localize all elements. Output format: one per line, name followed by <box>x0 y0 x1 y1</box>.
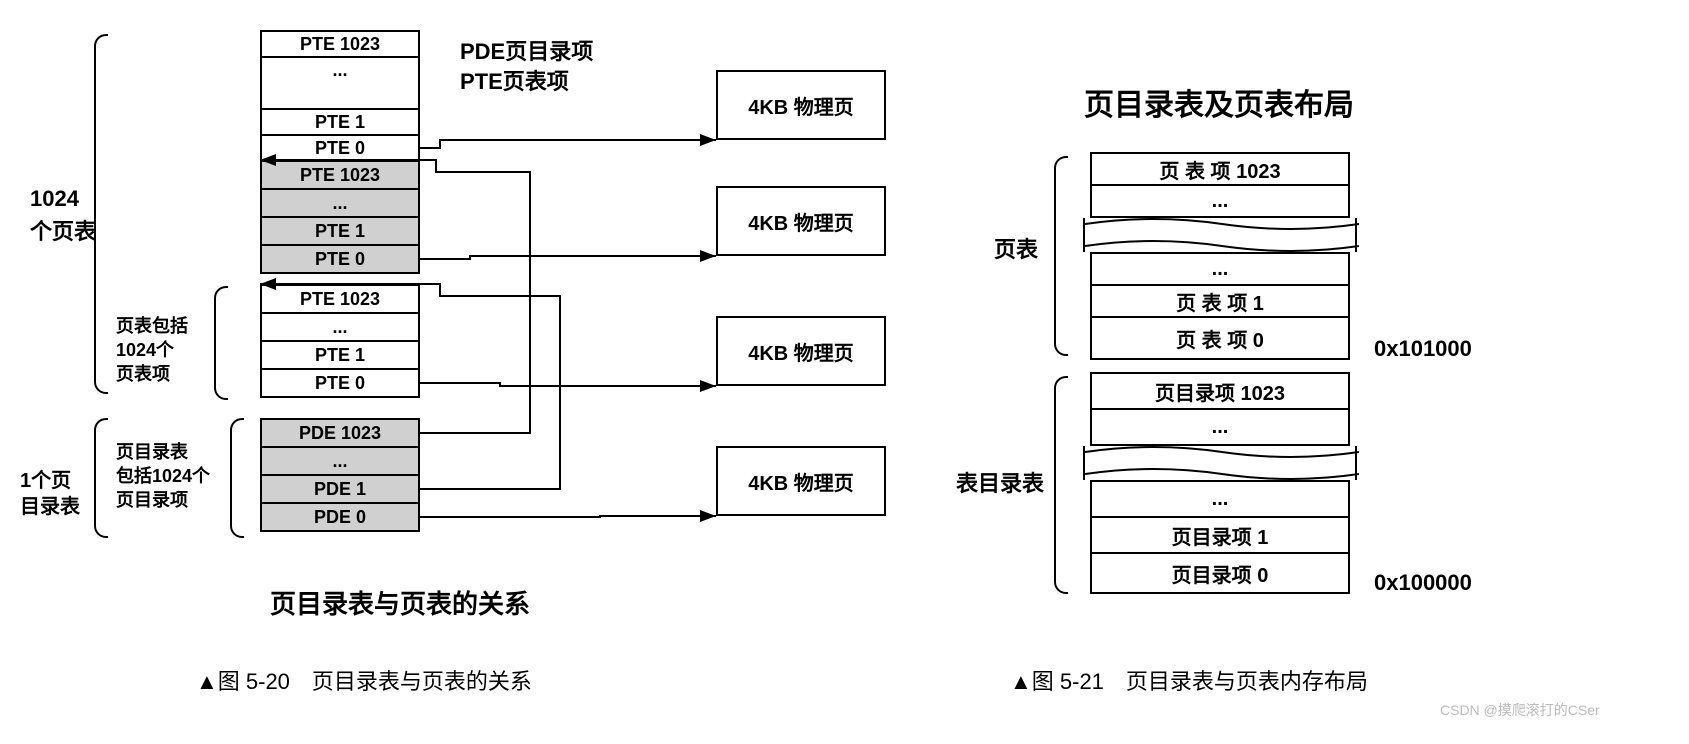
right-caption: ▲图 5-21 页目录表与页表内存布局 <box>1010 664 1368 696</box>
bot-label-l3: 页目录项 <box>116 486 188 512</box>
rbrace-bot-label: 表目录表 <box>956 466 1044 498</box>
pde-1: ... <box>260 446 420 476</box>
pde-row-0: 页目录项 1023 <box>1090 372 1350 410</box>
pte-a-0: PTE 1023 <box>260 30 420 58</box>
pde-3: PDE 0 <box>260 502 420 532</box>
left-title: 页目录表与页表的关系 <box>270 584 530 621</box>
pte-a-3: PTE 0 <box>260 134 420 162</box>
pte-b-1: ... <box>260 188 420 218</box>
mid-label-l2: 1024个 <box>116 336 174 362</box>
pte-c-1: ... <box>260 312 420 342</box>
brace-mid <box>214 286 228 400</box>
pde-2: PDE 1 <box>260 474 420 504</box>
addr-top: 0x101000 <box>1374 336 1472 362</box>
phys-page-3: 4KB 物理页 <box>716 446 886 516</box>
outer-label-1024: 1024 <box>30 186 79 212</box>
phys-page-0: 4KB 物理页 <box>716 70 886 140</box>
pde-row-3: 页目录项 1 <box>1090 516 1350 554</box>
legend-pde: PDE页目录项 <box>460 34 593 66</box>
mid-label-l1: 页表包括 <box>116 312 188 338</box>
phys-page-2: 4KB 物理页 <box>716 316 886 386</box>
brace-outer-top <box>94 34 108 394</box>
pte-c-0: PTE 1023 <box>260 284 420 314</box>
pt-row-0: 页 表 项 1023 <box>1090 152 1350 186</box>
rbrace-top-label: 页表 <box>994 232 1038 264</box>
pte-a-1: ... <box>260 56 420 84</box>
pt-row-4: 页 表 项 0 <box>1090 316 1350 360</box>
pt-row-1: ... <box>1090 184 1350 218</box>
pte-a-2: PTE 1 <box>260 108 420 136</box>
pte-b-2: PTE 1 <box>260 216 420 246</box>
bot-label-l1: 页目录表 <box>116 438 188 464</box>
rbrace-bot <box>1054 376 1068 594</box>
outer-label-pages: 个页表 <box>30 214 96 246</box>
pt-row-3: 页 表 项 1 <box>1090 284 1350 318</box>
brace-outer-bot <box>94 418 108 538</box>
pt-break <box>1083 218 1357 252</box>
phys-page-1: 4KB 物理页 <box>716 186 886 256</box>
pde-row-2: ... <box>1090 480 1350 518</box>
separator-a <box>260 82 420 110</box>
left-caption: ▲图 5-20 页目录表与页表的关系 <box>196 664 532 696</box>
pde-row-1: ... <box>1090 408 1350 446</box>
pte-c-3: PTE 0 <box>260 368 420 398</box>
pt-row-2: ... <box>1090 252 1350 286</box>
pte-b-3: PTE 0 <box>260 244 420 274</box>
legend-pte: PTE页表项 <box>460 64 569 96</box>
pde-0: PDE 1023 <box>260 418 420 448</box>
outer-bot-l2: 目录表 <box>20 490 80 519</box>
outer-bot-l1: 1个页 <box>20 464 71 493</box>
bot-label-l2: 包括1024个 <box>116 462 210 488</box>
pde-break <box>1083 446 1357 480</box>
rbrace-top <box>1054 156 1068 356</box>
watermark-right: CSDN @摸爬滚打的CSer <box>1440 700 1600 720</box>
right-title: 页目录表及页表布局 <box>1084 80 1354 124</box>
mid-label-l3: 页表项 <box>116 360 170 386</box>
pte-b-0: PTE 1023 <box>260 160 420 190</box>
brace-bot <box>230 418 244 538</box>
addr-bot: 0x100000 <box>1374 570 1472 596</box>
pte-c-2: PTE 1 <box>260 340 420 370</box>
pde-row-4: 页目录项 0 <box>1090 552 1350 594</box>
